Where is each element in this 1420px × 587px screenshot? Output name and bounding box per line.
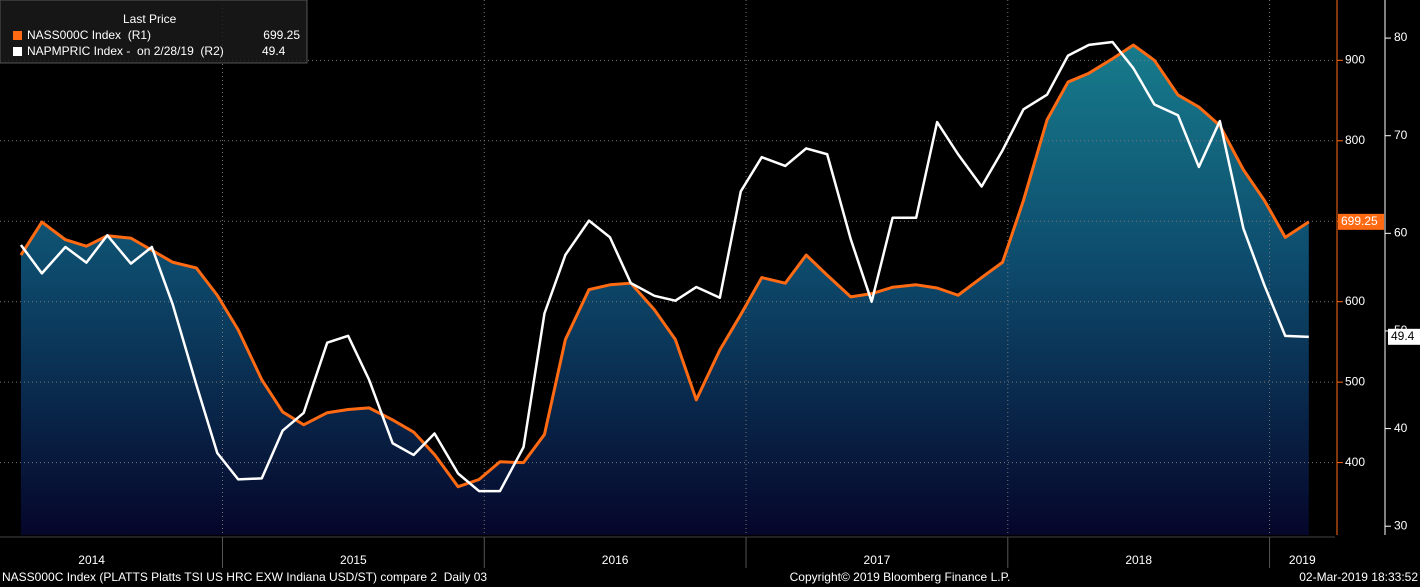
series-line bbox=[19, 43, 1310, 489]
legend-box bbox=[0, 0, 308, 64]
footer-center: Copyright© 2019 Bloomberg Finance L.P. bbox=[790, 570, 1011, 584]
y-tick-label: 500 bbox=[1345, 374, 1365, 388]
y-tick-label: 800 bbox=[1345, 133, 1365, 147]
y2-tick-label: 60 bbox=[1394, 226, 1408, 240]
legend-label: NAPMPRIC Index - on 2/28/19 (R2) bbox=[27, 44, 224, 58]
x-tick-label: 2016 bbox=[602, 553, 629, 567]
last-value-box bbox=[1388, 328, 1420, 345]
y2-tick-label: 80 bbox=[1394, 30, 1408, 44]
x-tick-label: 2014 bbox=[78, 553, 105, 567]
area bbox=[20, 45, 1309, 535]
x-tick-label: 2015 bbox=[340, 553, 367, 567]
y-tick-label: 900 bbox=[1345, 53, 1365, 67]
footer-right: 02-Mar-2019 18:33:52 bbox=[1299, 570, 1418, 584]
last-value-label: 49.4 bbox=[1391, 329, 1415, 343]
legend-swatch bbox=[13, 31, 22, 40]
x-tick-label: 2017 bbox=[864, 553, 891, 567]
legend-swatch bbox=[13, 47, 22, 56]
y-tick-label: 600 bbox=[1345, 294, 1365, 308]
x-tick-label: 2018 bbox=[1125, 553, 1152, 567]
x-tick-label: 2019 bbox=[1289, 553, 1316, 567]
legend-value: 699.25 bbox=[263, 28, 300, 42]
last-value-label: 699.25 bbox=[1341, 214, 1378, 228]
legend-title: Last Price bbox=[123, 12, 177, 26]
y2-tick-label: 70 bbox=[1394, 128, 1408, 142]
y2-tick-label: 40 bbox=[1394, 421, 1408, 435]
legend-value: 49.4 bbox=[262, 44, 286, 58]
footer-left: NASS000C Index (PLATTS Platts TSI US HRC… bbox=[2, 570, 487, 584]
y-tick-label: 400 bbox=[1345, 455, 1365, 469]
y2-tick-label: 30 bbox=[1394, 518, 1408, 532]
series-line bbox=[19, 40, 1309, 493]
legend-label: NASS000C Index (R1) bbox=[27, 28, 151, 42]
last-value-box bbox=[1338, 213, 1384, 230]
